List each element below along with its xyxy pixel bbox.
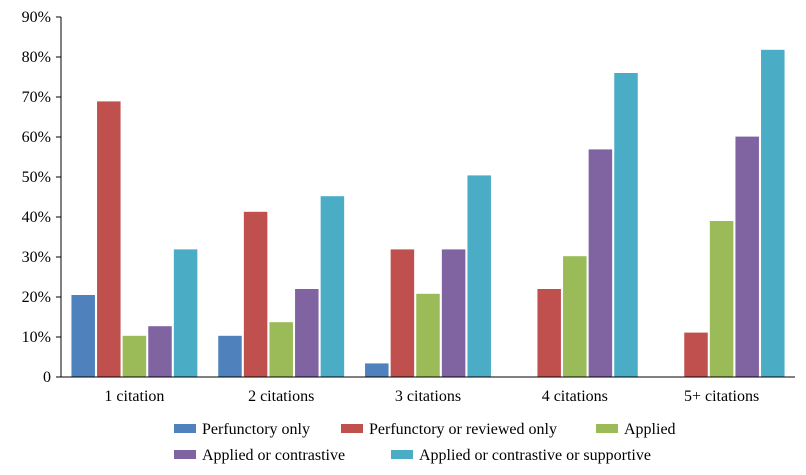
y-tick-label: 40% — [22, 209, 51, 226]
x-category-label: 4 citations — [542, 388, 608, 405]
legend: Perfunctory only Perfunctory or reviewed … — [174, 421, 676, 464]
legend-swatch — [174, 424, 196, 433]
legend-label: Applied — [624, 421, 676, 438]
bar — [614, 73, 638, 377]
bar — [320, 196, 345, 377]
bar — [148, 326, 172, 377]
y-tick-label: 20% — [22, 289, 51, 306]
bar — [761, 49, 785, 378]
bar — [122, 335, 147, 377]
y-tick-label: 70% — [22, 89, 51, 106]
legend-swatch — [341, 424, 363, 433]
bar — [390, 249, 415, 377]
legend-swatch — [174, 450, 196, 459]
legend-swatch — [391, 450, 413, 459]
bar — [441, 249, 466, 377]
bar — [563, 256, 587, 377]
x-category-label: 1 citation — [104, 388, 164, 405]
y-tick-label: 60% — [22, 129, 51, 146]
bar — [684, 332, 708, 377]
x-category-label: 5+ citations — [684, 388, 759, 405]
bar — [735, 136, 759, 377]
bar — [416, 293, 440, 377]
y-axis-ticks: 0 10% 20% 30% 40% 50% 60% 70% 80% 90% — [22, 9, 61, 386]
bar — [71, 295, 95, 377]
x-category-label: 3 citations — [395, 388, 461, 405]
bar — [269, 322, 293, 377]
bar — [588, 149, 613, 377]
y-tick-label: 10% — [22, 329, 51, 346]
y-tick-label: 30% — [22, 249, 51, 266]
x-category-label: 2 citations — [248, 388, 314, 405]
y-tick-label: 0 — [43, 369, 51, 386]
bar — [243, 211, 268, 377]
bar — [365, 363, 389, 377]
x-axis-categories: 1 citation 2 citations 3 citations 4 citati… — [104, 388, 759, 405]
legend-swatch — [596, 424, 618, 433]
y-tick-label: 80% — [22, 49, 51, 66]
bar — [173, 249, 198, 377]
bar — [709, 221, 734, 377]
bar — [295, 289, 319, 377]
legend-label: Perfunctory or reviewed only — [369, 421, 557, 438]
legend-label: Applied or contrastive or supportive — [419, 447, 651, 464]
y-tick-label: 90% — [22, 9, 51, 26]
bar — [537, 289, 561, 377]
bar — [218, 335, 242, 377]
legend-label: Perfunctory only — [202, 421, 310, 438]
legend-label: Applied or contrastive — [202, 447, 345, 464]
bars — [71, 49, 785, 378]
bar — [467, 175, 491, 377]
bar — [97, 101, 121, 378]
y-tick-label: 50% — [22, 169, 51, 186]
